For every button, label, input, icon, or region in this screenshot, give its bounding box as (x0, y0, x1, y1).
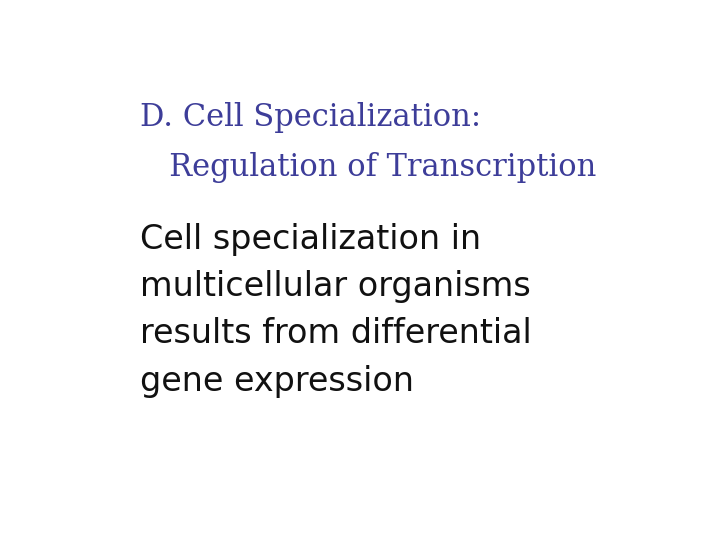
Text: Cell specialization in
multicellular organisms
results from differential
gene ex: Cell specialization in multicellular org… (140, 223, 532, 397)
Text: D. Cell Specialization:: D. Cell Specialization: (140, 102, 482, 133)
Text: Regulation of Transcription: Regulation of Transcription (140, 152, 597, 183)
